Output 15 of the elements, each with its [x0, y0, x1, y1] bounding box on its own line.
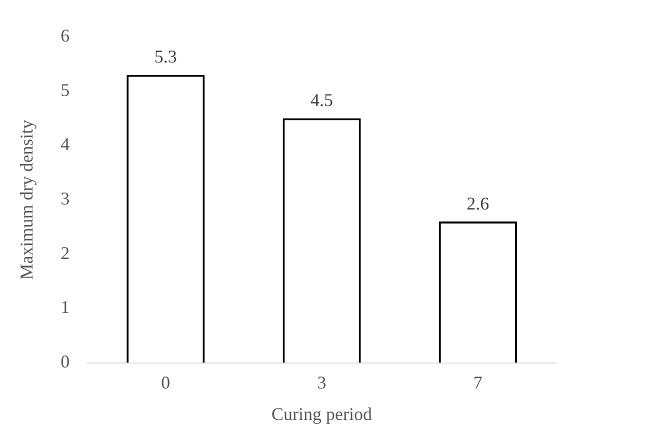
x-axis-title: Curing period	[272, 404, 372, 424]
data-label: 5.3	[154, 46, 177, 67]
y-tick-label: 4	[60, 134, 70, 154]
x-tick-label: 3	[317, 372, 326, 392]
x-tick-label: 0	[161, 372, 170, 392]
data-label: 2.6	[466, 193, 490, 214]
x-tick-label: 7	[473, 372, 482, 392]
y-tick-label: 1	[60, 297, 70, 318]
y-tick-label: 6	[60, 26, 70, 46]
y-axis-title: Maximum dry density	[16, 120, 37, 280]
y-tick-label: 0	[60, 352, 70, 372]
data-label: 4.5	[310, 90, 334, 110]
y-tick-label: 3	[60, 188, 70, 209]
y-tick-label: 5	[60, 80, 70, 100]
y-tick-label: 2	[60, 242, 70, 263]
